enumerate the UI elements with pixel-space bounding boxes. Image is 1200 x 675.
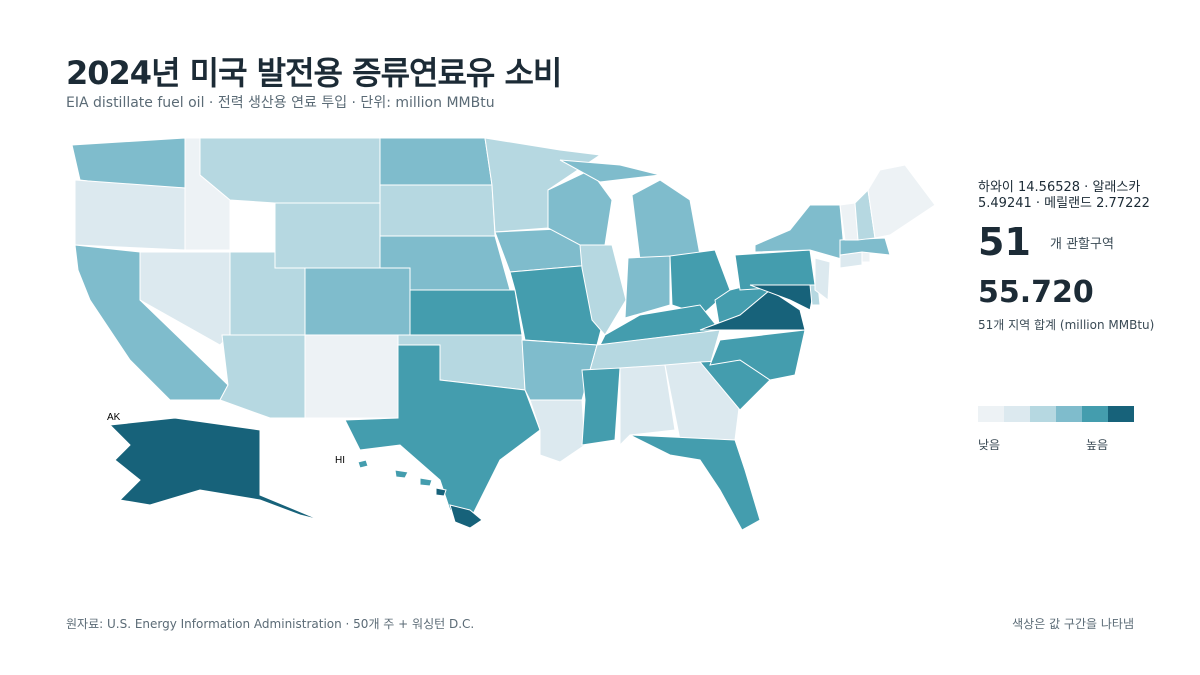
region: [379, 137, 493, 186]
region: [619, 364, 676, 447]
legend-swatch: [1082, 406, 1108, 422]
region: [559, 159, 661, 183]
region: [839, 237, 891, 256]
title: 2024년 미국 발전용 증류연료유 소비: [66, 54, 562, 92]
map: AK HI: [71, 137, 936, 531]
region: [814, 257, 831, 301]
region: [709, 329, 806, 381]
callout: 하와이 14.56528 · 알래스카 5.49241 · 메릴랜드 2.772…: [978, 180, 1150, 211]
region: [734, 249, 816, 291]
map-label: HI: [335, 455, 345, 466]
total-label: 51개 지역 합계 (million MMBtu): [978, 318, 1155, 332]
count-label: 개 관할구역: [1050, 237, 1114, 252]
region: [867, 164, 936, 239]
region: [529, 399, 586, 463]
region: [71, 137, 186, 189]
count: 51: [978, 220, 1031, 264]
legend-swatch: [1056, 406, 1082, 422]
region: [629, 434, 761, 531]
subtitle: EIA distillate fuel oil · 전력 생산용 연료 투입 ·…: [66, 95, 495, 111]
note: 색상은 값 구간을 나타냄: [1012, 617, 1134, 631]
total: 55.720: [978, 275, 1094, 310]
region: [631, 179, 701, 261]
region: [108, 417, 321, 521]
region: [304, 334, 399, 419]
legend-swatch: [1108, 406, 1134, 422]
region: [379, 184, 496, 237]
region: [357, 459, 369, 469]
region: [754, 204, 846, 261]
region: [435, 487, 447, 497]
region: [664, 361, 741, 441]
region: [199, 137, 381, 204]
region: [409, 289, 523, 336]
region: [449, 504, 483, 529]
legend-swatch: [1004, 406, 1030, 422]
legend: [978, 406, 1134, 422]
region: [699, 289, 806, 331]
source: 원자료: U.S. Energy Information Administrat…: [66, 617, 475, 631]
region: [219, 334, 306, 419]
legend-high: 높음: [1086, 438, 1109, 452]
region: [581, 367, 621, 446]
region: [749, 284, 816, 311]
legend-swatch: [1030, 406, 1056, 422]
region: [74, 179, 186, 251]
region: [861, 251, 871, 263]
map-label: AK: [107, 412, 121, 423]
region: [599, 304, 721, 346]
region: [274, 202, 381, 269]
legend-low: 낮음: [978, 438, 1001, 452]
region: [394, 469, 409, 479]
legend-swatch: [978, 406, 1004, 422]
region: [419, 477, 433, 487]
region: [624, 255, 671, 319]
region: [304, 267, 411, 336]
